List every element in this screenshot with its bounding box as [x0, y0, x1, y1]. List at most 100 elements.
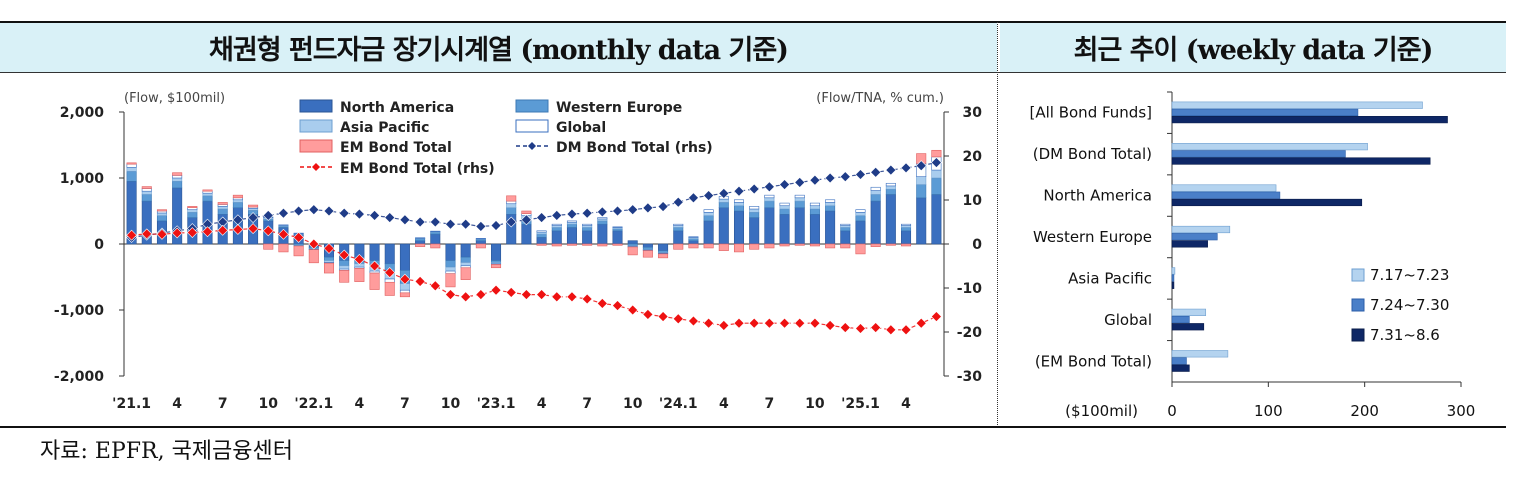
bar-em-bond [840, 243, 851, 249]
bar-em-bond [430, 243, 441, 249]
em-bond-total-point [581, 293, 593, 305]
bar-em-bond [658, 253, 669, 259]
right-tick-label: 10 [963, 193, 983, 209]
em-bond-total-point [460, 291, 472, 303]
bar-global [840, 223, 851, 226]
dm-bond-total-point [505, 216, 517, 228]
em-bond-total-point [824, 319, 836, 331]
bar-em-bond [855, 243, 866, 255]
x-tick-label: '22.1 [294, 396, 333, 412]
bar-global [673, 223, 684, 226]
bar-global [809, 202, 820, 207]
legend-swatch-week [1351, 298, 1365, 312]
legend-swatch-em-bond [299, 139, 333, 153]
category-label: [All Bond Funds] [1030, 104, 1153, 122]
bar-global [885, 182, 896, 187]
bar-em-bond [582, 243, 593, 246]
dm-bond-total-point [278, 207, 289, 219]
em-bond-total-point [278, 228, 289, 240]
em-bond-total-point [475, 289, 487, 301]
em-bond-total-point [794, 317, 806, 329]
legend-swatch-north-america [299, 99, 333, 113]
dm-bond-total-point [445, 218, 456, 230]
dm-bond-total-point [900, 162, 912, 174]
em-bond-total-point [688, 315, 699, 327]
bar-em-bond [809, 243, 820, 247]
dm-bond-total-point [763, 181, 775, 193]
dm-bond-total-point [718, 187, 730, 199]
em-bond-total-point [308, 238, 320, 250]
x-tick-label: 200 [1350, 402, 1379, 420]
legend-swatch-asia-pacific [299, 119, 333, 133]
em-bond-total-point [171, 227, 183, 239]
weekly-bar [1171, 191, 1281, 199]
em-bond-total-point [612, 300, 623, 312]
dm-bond-total-point [748, 183, 760, 195]
bar-global [415, 237, 426, 239]
em-bond-total-point [855, 323, 866, 334]
x-tick-label: 4 [354, 396, 364, 412]
category-label: (DM Bond Total) [1033, 145, 1152, 163]
em-bond-total-point [551, 291, 563, 303]
em-bond-total-point [703, 317, 715, 329]
em-bond-total-point [809, 317, 821, 329]
dm-bond-total-point [855, 169, 866, 180]
x-tick-label: 7 [400, 396, 410, 412]
legend-marker-dm-line [528, 142, 536, 150]
dm-bond-total-point [870, 166, 882, 178]
right-axis-label: (Flow/TNA, % cum.) [816, 91, 944, 106]
em-bond-total-point [642, 308, 654, 320]
em-bond-total-point [156, 228, 168, 240]
dm-bond-total-point [672, 196, 684, 208]
bar-em-bond [491, 264, 502, 269]
legend-swatch-week [1351, 328, 1365, 342]
bar-global [475, 238, 486, 240]
bar-em-bond [248, 204, 259, 208]
dm-bond-total-point [353, 208, 365, 220]
weekly-bar [1171, 281, 1175, 289]
dm-bond-total-point [262, 209, 274, 221]
x-tick-label: 7 [764, 396, 774, 412]
em-bond-total-point [870, 322, 882, 334]
legend-label: Western Europe [556, 100, 682, 116]
bar-em-bond [415, 243, 426, 247]
em-bond-total-point [414, 275, 426, 287]
legend-swatch-western-europe [515, 99, 549, 113]
bar-em-bond [278, 243, 289, 253]
em-bond-total-point [733, 317, 745, 329]
weekly-bar [1171, 267, 1176, 275]
em-bond-total-point [505, 286, 517, 298]
left-axis-label: (Flow, $100mil) [124, 91, 225, 106]
bar-em-bond [141, 186, 152, 189]
bar-em-bond [597, 243, 608, 247]
right-tick-label: -30 [957, 369, 983, 385]
bar-em-bond [475, 243, 486, 249]
em-bond-total-point [323, 242, 335, 254]
bar-em-bond [217, 202, 228, 205]
bar-em-bond [551, 243, 562, 247]
bar-global [749, 206, 760, 210]
bar-em-bond [293, 245, 304, 257]
dm-bond-total-point [733, 185, 745, 197]
legend-swatch-global [515, 119, 549, 133]
x-tick-label: '23.1 [477, 396, 516, 412]
dm-bond-total-point [885, 164, 897, 176]
x-tick-label: 4 [537, 396, 547, 412]
em-bond-total-point [536, 289, 548, 301]
legend-swatch-week [1351, 268, 1365, 282]
em-bond-total-point [186, 227, 198, 238]
category-label: Asia Pacific [1068, 269, 1152, 287]
weekly-bar [1171, 225, 1231, 234]
bar-em-bond [172, 172, 183, 176]
x-tick-label: 4 [901, 396, 911, 412]
weekly-bar [1171, 150, 1346, 158]
em-bond-total-point [141, 228, 153, 240]
x-tick-label: 10 [623, 396, 643, 412]
bar-em-bond [263, 243, 274, 250]
dm-bond-total-point [429, 216, 441, 228]
bar-em-bond [703, 243, 714, 249]
em-bond-total-point [384, 267, 396, 279]
legend-label: North America [340, 100, 454, 116]
em-bond-total-point [429, 280, 441, 292]
em-bond-total-point [566, 291, 578, 303]
